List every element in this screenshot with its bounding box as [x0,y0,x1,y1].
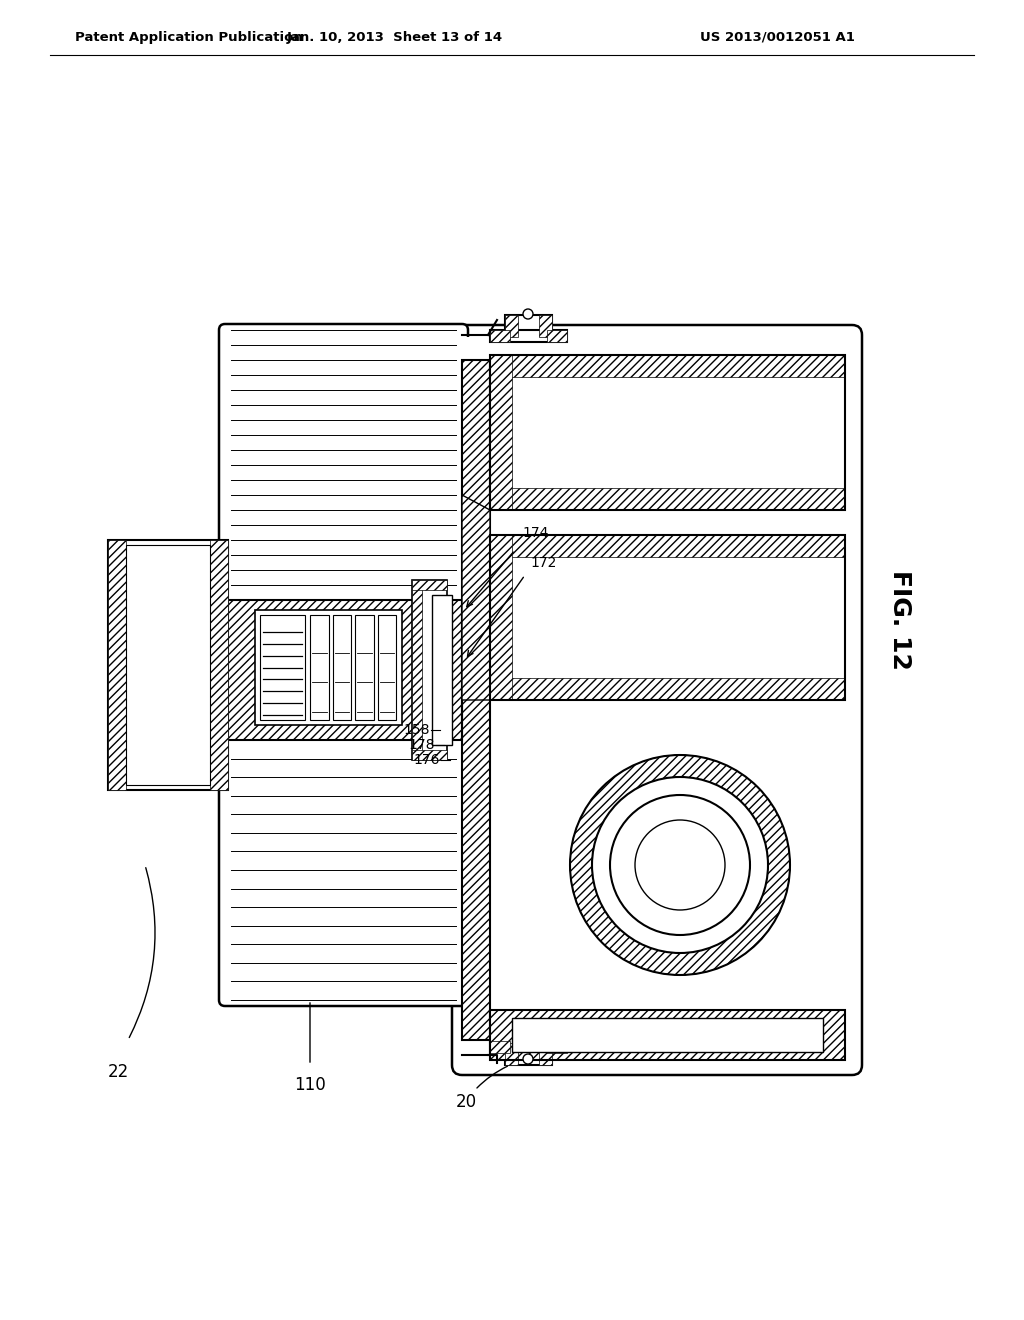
Bar [378,615,396,719]
Circle shape [610,795,750,935]
Bar [512,557,845,678]
Bar [505,1043,552,1065]
Bar [355,615,374,719]
Bar [462,360,490,1040]
Bar [490,355,512,510]
Bar [490,330,567,342]
Bar [490,535,845,557]
Text: 22: 22 [108,1063,129,1081]
Bar [412,579,422,760]
Bar [432,595,452,744]
Bar [490,678,845,700]
Bar [490,330,510,342]
Text: 158: 158 [403,723,430,737]
Text: 20: 20 [456,1093,476,1111]
Text: FIG. 12: FIG. 12 [888,570,912,671]
Bar [512,378,845,488]
Circle shape [523,309,534,319]
Polygon shape [462,495,490,700]
Bar [225,601,462,741]
Bar [108,540,126,789]
Bar [539,1043,552,1065]
Bar [490,535,845,700]
Bar [490,1041,567,1053]
Bar [412,750,447,760]
Text: 176: 176 [414,752,440,767]
Text: Jan. 10, 2013  Sheet 13 of 14: Jan. 10, 2013 Sheet 13 of 14 [287,30,503,44]
Bar [490,488,845,510]
Bar [260,615,305,719]
Text: Patent Application Publication: Patent Application Publication [75,30,303,44]
Bar [490,355,845,510]
Text: 172: 172 [530,556,556,570]
Bar [512,1018,823,1052]
Bar [412,579,447,760]
Bar [490,535,512,700]
Bar [333,615,351,719]
FancyBboxPatch shape [452,325,862,1074]
Bar [505,315,518,337]
Circle shape [570,755,790,975]
Bar [255,610,402,725]
Bar [547,1041,567,1053]
Bar [126,545,210,785]
Bar [490,1010,845,1060]
Bar [462,360,490,1040]
Bar [490,1041,510,1053]
Circle shape [523,1053,534,1064]
Text: 110: 110 [294,1076,326,1094]
Text: 174: 174 [522,525,549,540]
Bar [210,540,228,789]
Bar [490,1010,845,1060]
Text: 178: 178 [409,738,435,752]
Bar [412,579,447,590]
Bar [490,355,845,378]
FancyBboxPatch shape [219,323,468,1006]
Text: US 2013/0012051 A1: US 2013/0012051 A1 [700,30,855,44]
Bar [225,601,462,741]
Circle shape [635,820,725,909]
Bar [547,330,567,342]
Circle shape [592,777,768,953]
Bar [505,315,552,337]
Bar [505,1043,518,1065]
Bar [539,315,552,337]
Bar [310,615,329,719]
Bar [464,337,850,1063]
Bar [108,540,228,789]
